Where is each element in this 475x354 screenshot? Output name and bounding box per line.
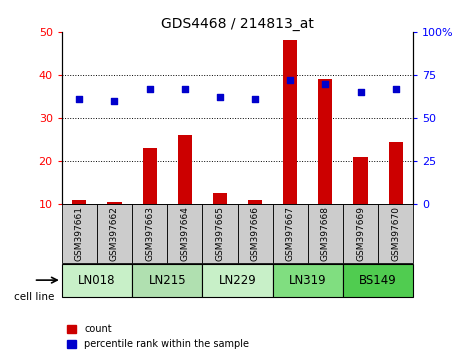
Text: GSM397669: GSM397669 [356,206,365,261]
Text: LN018: LN018 [78,274,115,287]
Text: GSM397666: GSM397666 [251,206,259,261]
Bar [178,135,192,247]
Bar [202,264,273,297]
Bar [62,204,97,263]
Bar [353,157,368,247]
Bar [318,79,332,247]
Bar [343,204,378,263]
Point [322,81,329,86]
Bar [273,204,308,263]
Text: GSM397670: GSM397670 [391,206,400,261]
Text: GSM397662: GSM397662 [110,206,119,261]
Bar [72,200,86,247]
Text: GSM397667: GSM397667 [286,206,294,261]
Bar [167,204,202,263]
Text: LN215: LN215 [148,274,186,287]
Text: BS149: BS149 [359,274,397,287]
Bar [107,202,122,247]
Point [251,96,259,102]
Bar [142,148,157,247]
Bar [132,204,167,263]
Bar [238,204,273,263]
Point [216,95,224,100]
Bar [343,264,413,297]
Text: LN229: LN229 [218,274,256,287]
Text: cell line: cell line [14,292,55,302]
Bar [248,200,262,247]
Bar [132,264,202,297]
Bar [283,40,297,247]
Point [76,96,83,102]
Bar [97,204,132,263]
Text: GSM397664: GSM397664 [180,206,189,261]
Legend: count, percentile rank within the sample: count, percentile rank within the sample [66,324,249,349]
Point [111,98,118,104]
Point [392,86,399,92]
Text: GSM397665: GSM397665 [216,206,224,261]
Bar [213,194,227,247]
Bar [273,264,343,297]
Point [286,77,294,83]
Title: GDS4468 / 214813_at: GDS4468 / 214813_at [161,17,314,31]
Point [357,89,364,95]
Bar [202,204,238,263]
Bar [378,204,413,263]
Point [181,86,189,92]
Text: GSM397668: GSM397668 [321,206,330,261]
Text: GSM397663: GSM397663 [145,206,154,261]
Text: GSM397661: GSM397661 [75,206,84,261]
Point [146,86,153,92]
Bar [308,204,343,263]
Bar [62,264,132,297]
Bar [389,142,403,247]
Text: LN319: LN319 [289,274,327,287]
